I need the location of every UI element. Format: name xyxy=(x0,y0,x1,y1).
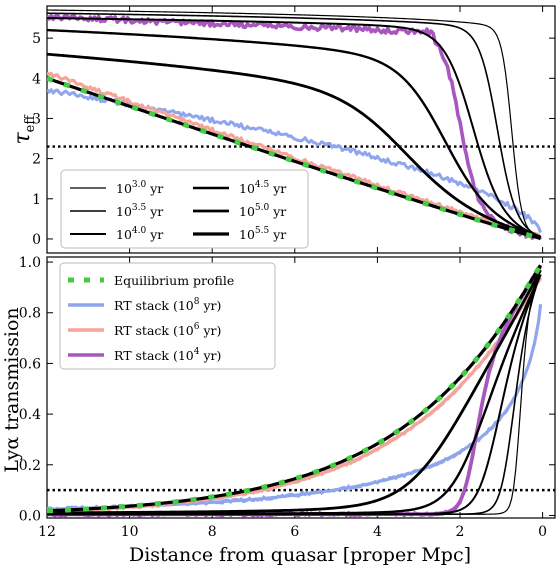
bottom-legend-label: RT stack (108 yr) xyxy=(114,297,221,313)
y-tick-label: 4 xyxy=(32,71,41,87)
x-tick-label: 4 xyxy=(373,524,382,540)
top-legend-label: 105.5 yr xyxy=(239,226,286,242)
x-axis-title: Distance from quasar [proper Mpc] xyxy=(129,544,471,566)
top-legend-label: 104.5 yr xyxy=(239,180,286,196)
model-line-3-top xyxy=(47,28,541,239)
bottom-legend: Equilibrium profile RT stack (108 yr) RT s… xyxy=(59,262,276,370)
top-legend-label: 105.0 yr xyxy=(239,203,286,219)
bottom-y-axis-title: Lyα transmission xyxy=(1,307,23,472)
model-line-5-bottom xyxy=(47,264,542,513)
model-line-4-bottom xyxy=(47,269,542,515)
y-tick-label: 0.2 xyxy=(19,458,41,474)
bottom-series xyxy=(47,263,543,518)
y-tick-label: 0.6 xyxy=(19,356,41,372)
rt-stack-1e8-top xyxy=(47,88,542,234)
x-tick-label: 10 xyxy=(121,524,139,540)
model-line-2-top xyxy=(47,17,541,238)
y-tick-label: 1.0 xyxy=(19,255,41,271)
y-tick-label: 0 xyxy=(32,232,41,248)
plot-frame xyxy=(46,5,556,254)
top-legend-label: 103.0 yr xyxy=(116,180,163,196)
y-tick-label: 3 xyxy=(32,111,41,127)
y-tick-label: 5 xyxy=(32,31,41,47)
bottom-legend-box xyxy=(59,262,276,370)
bottom-legend-label: RT stack (106 yr) xyxy=(114,322,221,338)
top-legend: 103.0 yr 103.5 yr 104.0 yr 104.5 yr 105.0 yr… xyxy=(60,169,309,249)
bottom-legend-label: Equilibrium profile xyxy=(114,273,234,288)
top-legend-label: 103.5 yr xyxy=(116,203,163,219)
bottom-panel: 0.0 0.2 0.4 0.6 0.8 1.0 12 10 8 6 4 2 0 Equilibrium p… xyxy=(19,255,556,540)
y-tick-label: 0.8 xyxy=(19,306,41,322)
top-legend-box xyxy=(60,169,309,249)
x-tick-label: 12 xyxy=(38,524,56,540)
equilibrium-profile-top xyxy=(47,75,542,241)
bottom-legend-label: RT stack (104 yr) xyxy=(114,347,221,363)
y-tick-label: 0.0 xyxy=(19,508,41,524)
plot-frame xyxy=(46,256,556,519)
y-tick-label: 0.4 xyxy=(19,407,41,423)
x-tick-label: 8 xyxy=(208,524,217,540)
top-y-axis-title: τeff xyxy=(10,114,38,145)
model-line-4-top xyxy=(47,52,541,239)
model-line-1-top xyxy=(47,12,541,238)
model-line-0-top xyxy=(47,9,541,239)
y-tick-label: 1 xyxy=(32,192,41,208)
model-line-3-bottom xyxy=(47,274,542,516)
x-tick-label: 2 xyxy=(456,524,465,540)
x-tick-label: 6 xyxy=(290,524,299,540)
x-tick-label: 0 xyxy=(538,524,547,540)
top-series xyxy=(47,9,543,241)
top-legend-label: 104.0 yr xyxy=(116,226,163,242)
y-tick-label: 2 xyxy=(32,152,41,168)
